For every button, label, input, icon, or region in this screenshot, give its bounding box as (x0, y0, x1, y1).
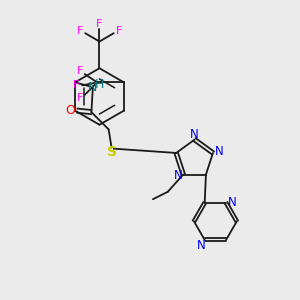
Text: F: F (77, 93, 83, 103)
Text: F: F (77, 66, 83, 76)
Text: H: H (95, 78, 104, 91)
Text: S: S (106, 145, 117, 159)
Text: N: N (214, 145, 223, 158)
Text: N: N (228, 196, 237, 209)
Text: N: N (88, 81, 98, 94)
Text: N: N (173, 169, 182, 182)
Text: F: F (77, 26, 83, 36)
Text: O: O (66, 104, 76, 117)
Text: N: N (190, 128, 199, 141)
Text: F: F (116, 26, 122, 36)
Text: F: F (96, 19, 103, 29)
Text: N: N (197, 239, 206, 252)
Text: F: F (73, 80, 80, 90)
